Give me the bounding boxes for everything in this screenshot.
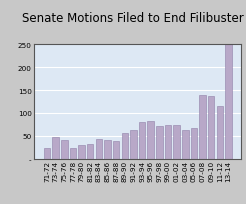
Bar xyxy=(191,128,197,159)
Bar xyxy=(122,133,128,159)
Bar xyxy=(113,142,119,159)
Bar xyxy=(70,149,76,159)
Bar xyxy=(61,140,68,159)
Bar xyxy=(139,123,145,159)
Bar xyxy=(182,131,188,159)
Bar xyxy=(173,126,180,159)
Bar xyxy=(78,145,85,159)
Bar xyxy=(165,126,171,159)
Text: Senate Motions Filed to End Filibuster: Senate Motions Filed to End Filibuster xyxy=(22,12,244,25)
Bar xyxy=(104,140,111,159)
Bar xyxy=(87,144,93,159)
Bar xyxy=(199,96,206,159)
Bar xyxy=(44,149,50,159)
Bar xyxy=(225,45,232,159)
Bar xyxy=(96,140,102,159)
Bar xyxy=(216,106,223,159)
Bar xyxy=(156,127,163,159)
Bar xyxy=(52,137,59,159)
Bar xyxy=(208,96,215,159)
Bar xyxy=(147,122,154,159)
Bar xyxy=(130,131,137,159)
